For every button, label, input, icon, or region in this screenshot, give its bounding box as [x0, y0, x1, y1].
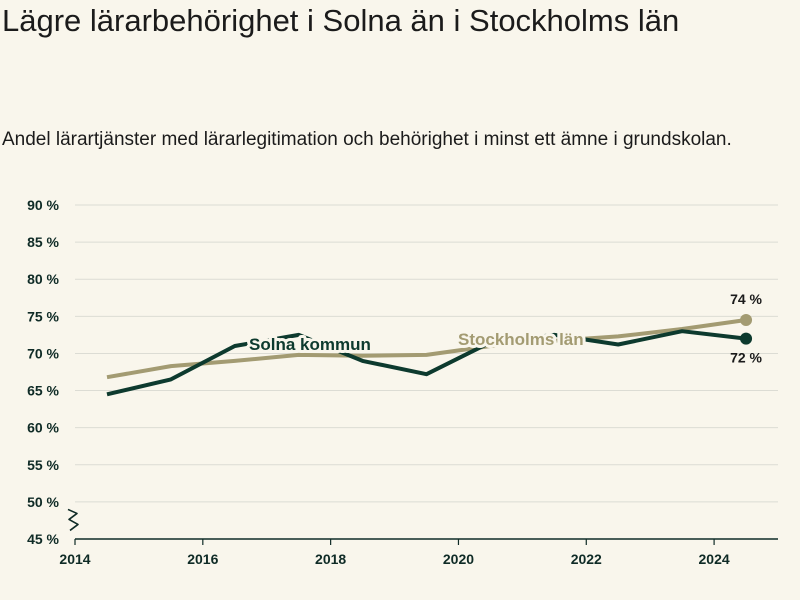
chart-title: Lägre lärarbehörighet i Solna än i Stock… — [2, 3, 680, 38]
series-label-stockholm: Stockholms län — [458, 330, 584, 349]
x-tick-label: 2014 — [59, 551, 90, 567]
x-tick-label: 2016 — [187, 551, 218, 567]
x-tick-label: 2020 — [443, 551, 474, 567]
end-label-solna: 72 % — [730, 350, 762, 366]
series-label-solna: Solna kommun — [249, 335, 371, 354]
axis-break-icon — [67, 508, 79, 532]
y-tick-label: 90 % — [27, 197, 59, 213]
x-tick-label: 2022 — [571, 551, 602, 567]
y-tick-label: 50 % — [27, 494, 59, 510]
chart-subtitle: Andel lärartjänster med lärarlegitimatio… — [2, 129, 732, 150]
y-tick-label: 80 % — [27, 271, 59, 287]
end-point-solna — [740, 332, 753, 345]
series-line-stockholm — [106, 318, 747, 380]
end-point-stockholm — [740, 314, 753, 327]
y-tick-label: 45 % — [27, 531, 59, 547]
labels: Solna kommun Stockholms län 74 % 72 % — [246, 291, 763, 366]
x-tick-label: 2024 — [699, 551, 730, 567]
end-label-stockholm: 74 % — [730, 291, 762, 307]
gridlines — [75, 204, 778, 503]
x-tick-label: 2018 — [315, 551, 346, 567]
y-tick-label: 75 % — [27, 308, 59, 324]
series-line-solna — [106, 329, 747, 397]
y-tick-label: 55 % — [27, 457, 59, 473]
y-tick-label: 60 % — [27, 420, 59, 436]
axes: 45 % 50 % 55 % 60 % 65 % 70 % 75 % 80 % 85 % 90 %… — [27, 197, 778, 567]
y-tick-label: 65 % — [27, 383, 59, 399]
series — [106, 314, 753, 397]
y-tick-label: 70 % — [27, 345, 59, 361]
y-tick-label: 85 % — [27, 234, 59, 250]
